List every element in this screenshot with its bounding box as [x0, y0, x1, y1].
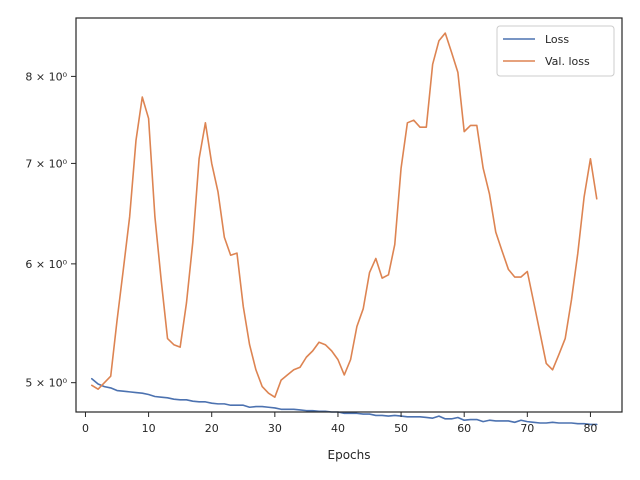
plot-lines	[90, 32, 598, 426]
y-tick-label: 6 × 10⁰	[25, 258, 67, 271]
y-tick-label: 8 × 10⁰	[25, 70, 67, 83]
y-tick-label: 5 × 10⁰	[25, 377, 67, 390]
x-tick-label: 20	[205, 422, 219, 435]
y-tick-label: 7 × 10⁰	[25, 157, 67, 170]
x-axis-label: Epochs	[328, 448, 371, 462]
y-axis-ticks: 5 × 10⁰ 6 × 10⁰ 7 × 10⁰ 8 × 10⁰	[25, 70, 76, 390]
series-line-loss	[90, 377, 598, 426]
x-tick-label: 60	[457, 422, 471, 435]
plot-frame	[75, 17, 623, 413]
series-line-val-loss	[90, 32, 598, 398]
legend: Loss Val. loss	[496, 25, 615, 77]
x-tick-label: 70	[520, 422, 534, 435]
x-tick-label: 10	[142, 422, 156, 435]
x-tick-label: 0	[82, 422, 89, 435]
x-tick-label: 30	[268, 422, 282, 435]
x-tick-label: 40	[331, 422, 345, 435]
legend-label-loss: Loss	[545, 33, 569, 46]
x-tick-label: 80	[583, 422, 597, 435]
x-tick-label: 50	[394, 422, 408, 435]
x-axis-ticks: 0 10 20 30 40 50 60 70 80	[82, 412, 597, 435]
legend-label-val-loss: Val. loss	[545, 55, 590, 68]
